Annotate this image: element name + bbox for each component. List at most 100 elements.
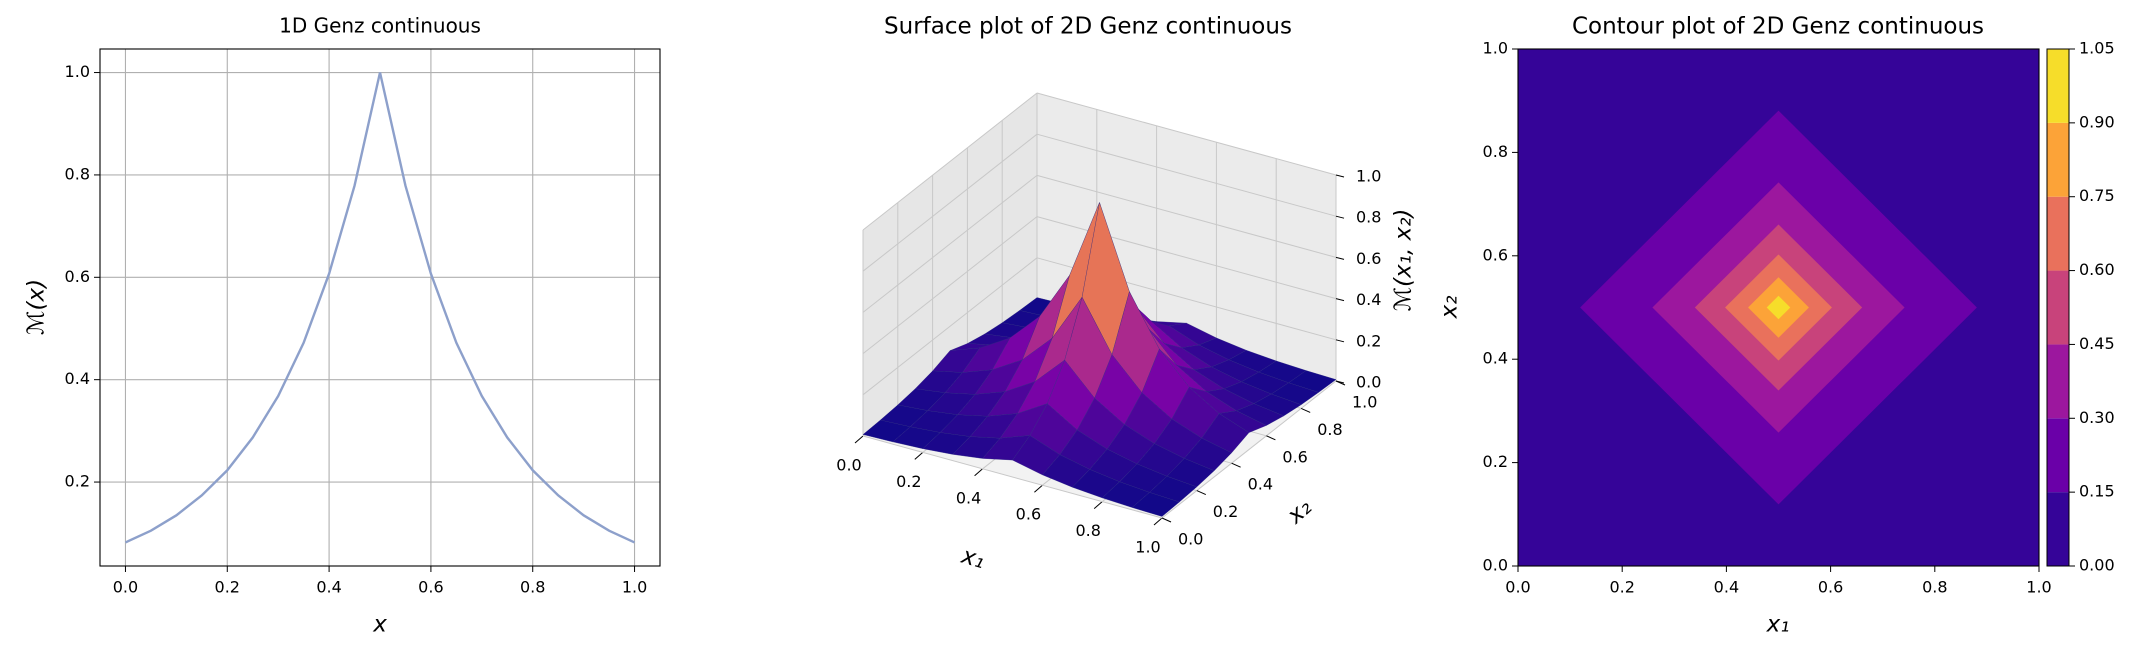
- colorbar-tick-label: 0.45: [2079, 334, 2115, 353]
- colorbar-tick-label: 0.60: [2079, 260, 2115, 279]
- tick-mark: [914, 452, 924, 460]
- y-tick-label: 0.4: [1483, 349, 1508, 368]
- x-tick-label: 0.8: [1075, 521, 1100, 540]
- x-tick-label: 0.0: [836, 456, 861, 475]
- tick-mark: [1034, 484, 1043, 493]
- x-tick-label: 0.8: [520, 578, 545, 597]
- colorbar-band: [2047, 270, 2069, 345]
- colorbar-tick-label: 0.90: [2079, 112, 2115, 131]
- y-axis-label: x₂: [1437, 296, 1463, 320]
- grid-line: [862, 257, 1038, 396]
- grid-line: [1161, 380, 1337, 519]
- x-tick-label: 0.2: [896, 472, 921, 491]
- tick-mark: [1231, 462, 1241, 468]
- y-tick-label: 0.0: [1483, 556, 1508, 575]
- chart-title: 1D Genz continuous: [279, 14, 481, 38]
- grid-line: [1036, 216, 1337, 300]
- colorbar-band: [2047, 344, 2069, 419]
- grid-line: [862, 216, 1038, 354]
- y-tick-label: 0.6: [65, 267, 90, 286]
- colorbar-band: [2047, 418, 2069, 493]
- x-axis-label: x: [372, 612, 387, 638]
- contour-band: [1766, 295, 1791, 320]
- x-tick-label: 0.8: [1922, 578, 1947, 597]
- colorbar-tick-label: 0.00: [2079, 556, 2115, 575]
- x-tick-label: 0.2: [1609, 578, 1634, 597]
- tick-mark: [1335, 256, 1345, 260]
- pane: [863, 93, 1037, 436]
- tick-mark: [1266, 435, 1276, 441]
- y-tick-label: 0.2: [65, 472, 90, 491]
- line: [124, 72, 636, 544]
- z-tick-label: 0.4: [1356, 290, 1381, 309]
- x-tick-label: 0.0: [1505, 578, 1530, 597]
- y-tick-label: 0.2: [1213, 502, 1238, 521]
- chart-title: Surface plot of 2D Genz continuous: [884, 14, 1292, 40]
- z-tick-label: 1.0: [1356, 167, 1381, 186]
- x-tick-label: 0.4: [1714, 578, 1739, 597]
- x-tick-label: 0.6: [1016, 505, 1041, 524]
- colorbar-tick-label: 0.75: [2079, 186, 2115, 205]
- colorbar-tick-label: 0.15: [2079, 482, 2115, 501]
- colorbar-band: [2047, 492, 2069, 566]
- y-tick-label: 0.8: [65, 164, 90, 183]
- y-tick-label: 0.6: [1483, 245, 1508, 264]
- tick-mark: [1335, 215, 1345, 219]
- y-axis-label: ℳ(x): [24, 279, 50, 335]
- tick-mark: [1335, 298, 1345, 302]
- y-tick-label: 0.6: [1282, 447, 1307, 466]
- colorbar-frame: [2046, 48, 2070, 567]
- grid-line: [862, 435, 1163, 519]
- tick-mark: [1335, 380, 1345, 384]
- x-tick-label: 0.6: [1818, 578, 1843, 597]
- y-tick-label: 0.4: [65, 369, 90, 388]
- y-tick-label: 1.0: [65, 62, 90, 81]
- x-axis-label: x₁: [1766, 612, 1790, 638]
- tick-mark: [1196, 490, 1207, 496]
- tick-mark: [1153, 517, 1163, 526]
- surface-cell: [1131, 492, 1180, 517]
- grid-line: [862, 92, 1038, 231]
- grid-line: [1036, 174, 1337, 258]
- z-tick-label: 0.8: [1356, 208, 1381, 227]
- tick-mark: [1335, 174, 1345, 178]
- y-tick-label: 0.8: [1483, 142, 1508, 161]
- tick-mark: [1161, 517, 1172, 523]
- grid-line: [862, 175, 1038, 313]
- tick-mark: [974, 468, 983, 477]
- x-tick-label: 1.0: [2026, 578, 2051, 597]
- y-tick-label: 1.0: [1483, 39, 1508, 58]
- colorbar-tick-label: 0.30: [2079, 408, 2115, 427]
- grid-line: [862, 133, 1038, 272]
- y-tick-label: 1.0: [1352, 393, 1377, 412]
- x-tick-label: 0.2: [215, 578, 240, 597]
- z-tick-label: 0.2: [1356, 331, 1381, 350]
- y-tick-label: 0.2: [1483, 452, 1508, 471]
- tick-mark: [1300, 407, 1311, 413]
- colorbar-band: [2047, 196, 2069, 271]
- z-axis-label: ℳ(x₁, x₂): [1391, 209, 1417, 312]
- grid-line: [1036, 133, 1337, 217]
- colorbar-band: [2047, 49, 2069, 123]
- z-tick-label: 0.6: [1356, 249, 1381, 268]
- x-tick-label: 1.0: [1135, 538, 1160, 557]
- grid-line: [1036, 92, 1337, 176]
- x-tick-label: 0.4: [316, 578, 341, 597]
- axes-frame: [1517, 48, 2040, 567]
- y-tick-label: 0.4: [1248, 475, 1273, 494]
- y-tick-label: 0.8: [1317, 420, 1342, 439]
- x-axis-label: x₁: [958, 543, 988, 575]
- x-tick-label: 1.0: [622, 578, 647, 597]
- axes-frame: [99, 48, 661, 567]
- z-tick-label: 0.0: [1356, 373, 1381, 392]
- tick-mark: [854, 435, 864, 444]
- chart-title: Contour plot of 2D Genz continuous: [1572, 14, 1984, 40]
- colorbar-band: [2047, 122, 2069, 197]
- tick-mark: [1093, 501, 1103, 509]
- x-tick-label: 0.6: [418, 578, 443, 597]
- x-tick-label: 0.0: [113, 578, 138, 597]
- tick-mark: [1335, 339, 1345, 343]
- y-axis-label: x₂: [1282, 494, 1317, 529]
- colorbar-tick-label: 1.05: [2079, 39, 2115, 58]
